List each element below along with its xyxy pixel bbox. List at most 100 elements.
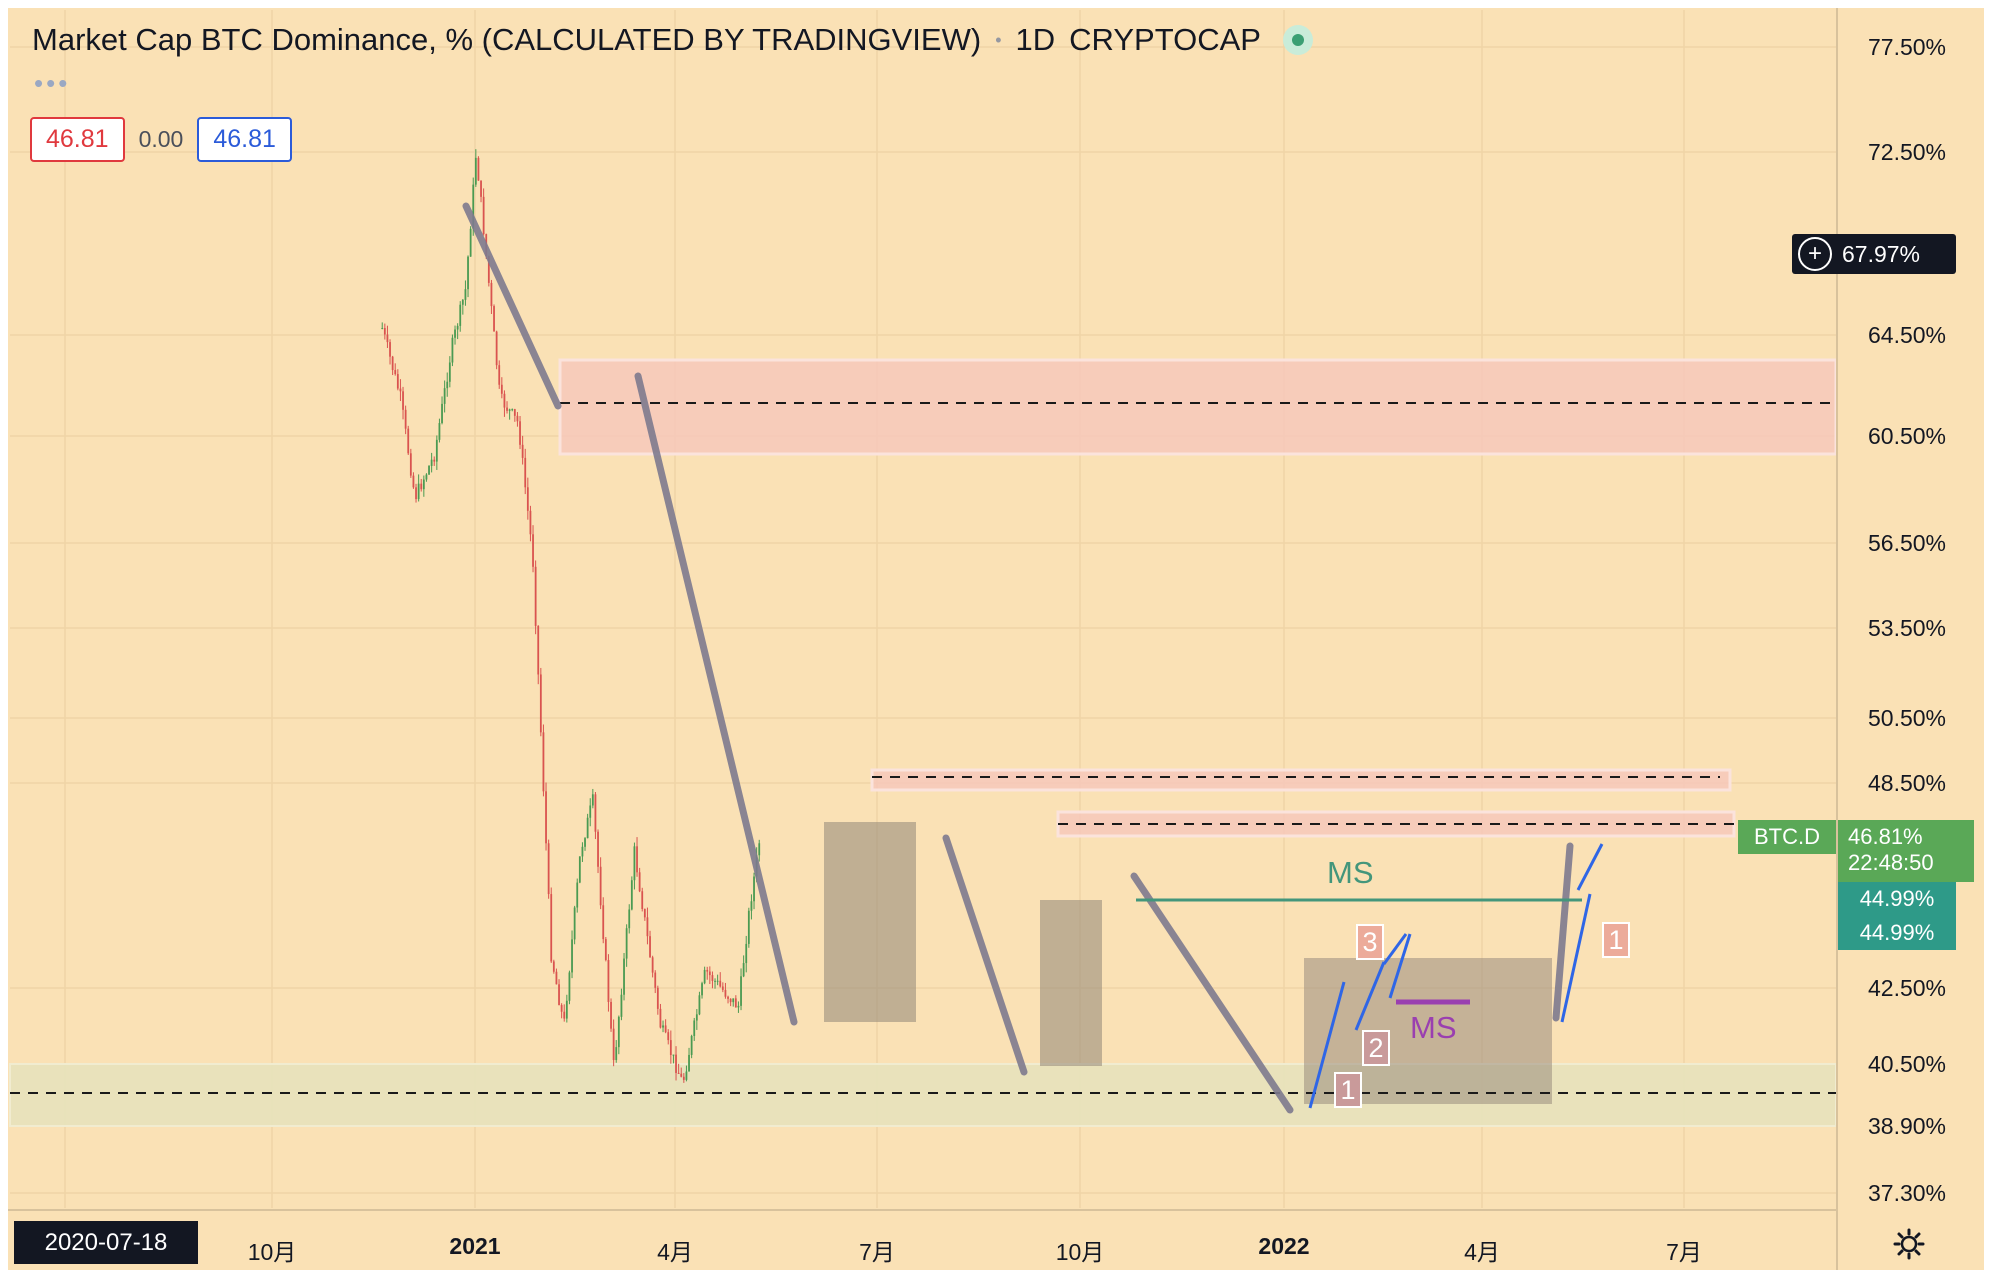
candle-body <box>649 936 651 958</box>
candle-body <box>513 409 516 416</box>
candle-body <box>446 381 449 389</box>
resistance-zone-1[interactable] <box>870 768 1732 792</box>
candle-body <box>714 980 716 982</box>
candle-body <box>443 388 446 404</box>
candle-body <box>586 817 589 839</box>
candle-body <box>693 1020 696 1036</box>
impulse-line[interactable] <box>1382 933 1408 965</box>
ms-label-lower[interactable]: MS <box>1410 1010 1457 1045</box>
candle-body <box>391 356 394 371</box>
candle-body <box>602 905 605 940</box>
candle-body <box>441 403 443 424</box>
time-scale-label: 2022 <box>1258 1233 1310 1259</box>
impulse-line[interactable] <box>1308 981 1346 1109</box>
wave-count-3[interactable]: 3 <box>1356 924 1384 960</box>
candle-body <box>604 939 607 961</box>
bar-countdown: 22:48:50 <box>1848 850 1934 875</box>
time-scale-label: 7月 <box>859 1239 895 1265</box>
candle-body <box>662 1025 664 1028</box>
impulse-line[interactable] <box>1576 843 1604 891</box>
crosshair-price-tag[interactable]: + 67.97% <box>1792 234 1956 274</box>
candle-body <box>402 391 404 410</box>
buy-price-button[interactable]: 46.81 <box>197 117 292 162</box>
time-scale-label: 7月 <box>1666 1239 1702 1265</box>
wave-count-right-1[interactable]: 1 <box>1602 922 1630 958</box>
candle-body <box>675 1054 677 1073</box>
trend-line[interactable] <box>1130 872 1294 1114</box>
impulse-line[interactable] <box>1560 893 1592 1023</box>
candle-body <box>641 891 644 909</box>
wave-count-1[interactable]: 1 <box>1334 1072 1362 1108</box>
candle-body <box>459 304 462 326</box>
trend-line[interactable] <box>634 372 798 1026</box>
candle-body <box>430 459 433 466</box>
settings-gear-icon[interactable] <box>1892 1227 1926 1261</box>
candle-body <box>636 846 638 873</box>
consolidation-box-1[interactable] <box>824 822 916 1022</box>
candle-body <box>690 1035 693 1055</box>
more-icon[interactable]: ••• <box>34 68 71 98</box>
status-dot-icon[interactable] <box>1282 25 1313 55</box>
price-scale-label: 50.50% <box>1867 705 1946 731</box>
last-price-value: 46.81% <box>1848 824 1923 849</box>
separator-icon: • <box>995 29 1002 50</box>
candle-body <box>599 866 602 906</box>
price-scale-label: 53.50% <box>1867 615 1946 641</box>
trend-line[interactable] <box>1552 842 1574 1022</box>
candle-body <box>451 337 454 363</box>
candle-body <box>623 958 625 995</box>
candle-body <box>500 384 503 394</box>
candle-body <box>638 872 641 892</box>
trend-line[interactable] <box>942 834 1028 1076</box>
resistance-zone-2[interactable] <box>1056 810 1736 838</box>
candle-body <box>534 566 537 626</box>
price-scale-label: 77.50% <box>1867 34 1946 60</box>
crosshair-date-tag: 2020-07-18 <box>14 1221 198 1264</box>
candle-body <box>467 256 469 290</box>
time-scale-label: 10月 <box>247 1239 297 1265</box>
candle-body <box>404 409 407 429</box>
ms-label-upper[interactable]: MS <box>1327 855 1374 890</box>
demand-zone[interactable] <box>9 1063 1837 1127</box>
candle-body <box>630 880 633 910</box>
exchange-label[interactable]: CRYPTOCAP <box>1069 22 1261 57</box>
candle-body <box>422 479 425 490</box>
candle-body <box>721 986 724 990</box>
candle-body <box>716 980 719 982</box>
candle-body <box>576 882 579 908</box>
candle-body <box>555 971 558 985</box>
price-scale-label: 40.50% <box>1867 1051 1946 1077</box>
candle-body <box>519 421 521 445</box>
candle-body <box>625 928 628 959</box>
candle-body <box>495 331 498 366</box>
candle-body <box>524 457 527 488</box>
candle-body <box>581 846 584 857</box>
supply-zone-upper[interactable] <box>558 358 1838 456</box>
sell-price-button[interactable]: 46.81 <box>30 117 125 162</box>
candle-body <box>506 407 508 411</box>
candle-body <box>742 963 745 977</box>
candle-body <box>646 917 649 937</box>
crosshair-plus-icon[interactable]: + <box>1798 237 1832 271</box>
candle-body <box>565 1000 568 1019</box>
candle-body <box>688 1054 690 1072</box>
candle-body <box>758 843 761 856</box>
consolidation-box-2[interactable] <box>1040 900 1102 1066</box>
candle-body <box>545 791 547 844</box>
last-price-tag: 46.81% 22:48:50 <box>1838 820 1974 882</box>
wave-count-2[interactable]: 2 <box>1362 1030 1390 1066</box>
impulse-line[interactable] <box>1388 933 1412 999</box>
candle-body <box>633 846 636 881</box>
symbol-title[interactable]: Market Cap BTC Dominance, % (CALCULATED … <box>32 22 982 57</box>
trend-line[interactable] <box>462 202 562 410</box>
candle-body <box>667 1032 670 1041</box>
candle-body <box>490 282 493 307</box>
candle-body <box>677 1072 680 1074</box>
candle-body <box>698 995 701 1015</box>
candle-body <box>389 342 391 357</box>
time-scale-label: 2021 <box>449 1233 501 1259</box>
level-tag-2: 44.99% <box>1838 916 1956 950</box>
impulse-line[interactable] <box>1354 961 1386 1031</box>
interval-label[interactable]: 1D <box>1015 22 1056 57</box>
